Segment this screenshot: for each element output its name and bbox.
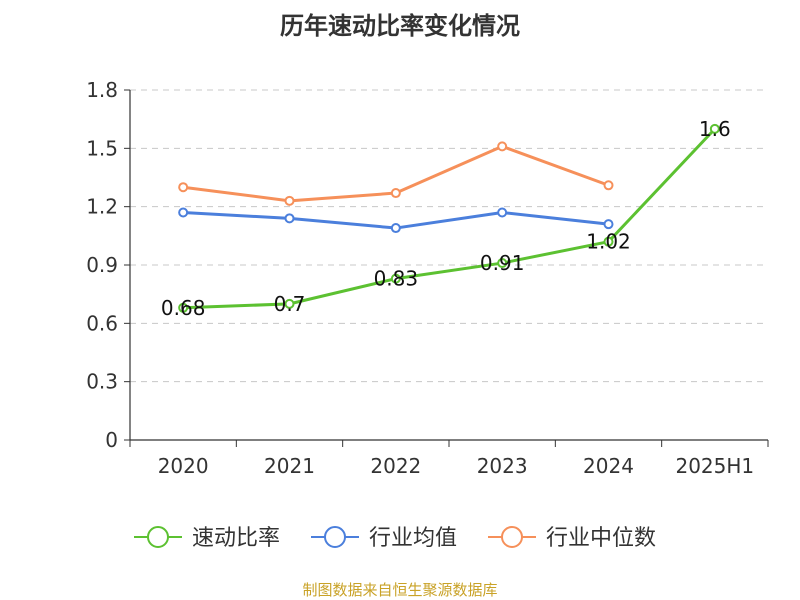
series-line-0	[183, 127, 716, 310]
x-tick-label: 2025H1	[675, 454, 754, 478]
legend: 速动比率 行业均值 行业中位数	[134, 526, 656, 551]
data-point	[709, 123, 720, 134]
data-point	[497, 207, 508, 218]
x-tick-label: 2020	[158, 454, 209, 478]
legend-label: 行业中位数	[546, 526, 656, 551]
gridlines	[130, 89, 768, 383]
x-tick-label: 2023	[477, 454, 528, 478]
data-point	[390, 273, 401, 284]
data-point	[178, 302, 189, 313]
series-layer	[178, 123, 720, 313]
legend-marker	[501, 526, 523, 548]
data-label: 0.68	[161, 296, 206, 320]
y-tick-label: 1.8	[86, 78, 118, 102]
data-point	[178, 207, 189, 218]
data-point	[497, 141, 508, 152]
legend-marker	[324, 526, 346, 548]
y-tick-label: 1.5	[86, 136, 118, 160]
data-point	[497, 258, 508, 269]
y-tick-label: 0.3	[86, 370, 118, 394]
legend-item-0[interactable]: 速动比率	[134, 526, 280, 551]
chart-title: 历年速动比率变化情况	[280, 12, 520, 40]
data-point	[390, 223, 401, 234]
data-point	[603, 236, 614, 247]
legend-marker	[147, 526, 169, 548]
data-labels: 0.68 0.7 0.83 0.91 1.02 1.6	[161, 117, 731, 320]
y-tick-label: 0	[105, 428, 118, 452]
legend-item-2[interactable]: 行业中位数	[488, 526, 656, 551]
data-point	[284, 213, 295, 224]
data-label: 0.91	[480, 251, 525, 275]
axes: 0 0.3 0.6 0.9 1.2 1.5 1.8 2020 2021 2022 2023 2024 2…	[86, 78, 769, 478]
y-tick-label: 0.9	[86, 253, 118, 277]
data-point	[178, 182, 189, 193]
data-point	[284, 298, 295, 309]
y-tick-label: 0.6	[86, 311, 118, 335]
data-label: 0.7	[274, 292, 306, 316]
data-point	[603, 219, 614, 230]
data-label: 1.6	[699, 117, 731, 141]
data-point	[390, 188, 401, 199]
x-tick-label: 2021	[264, 454, 315, 478]
x-tick-label: 2022	[370, 454, 421, 478]
data-label: 0.83	[374, 267, 419, 291]
data-point	[603, 180, 614, 191]
y-tick-label: 1.2	[86, 195, 118, 219]
source-note: 制图数据来自恒生聚源数据库	[302, 581, 498, 599]
legend-item-1[interactable]: 行业均值	[311, 526, 457, 551]
legend-label: 行业均值	[369, 526, 457, 551]
x-tick-label: 2024	[583, 454, 634, 478]
data-label: 1.02	[586, 230, 631, 254]
data-point	[284, 195, 295, 206]
legend-label: 速动比率	[192, 526, 280, 551]
